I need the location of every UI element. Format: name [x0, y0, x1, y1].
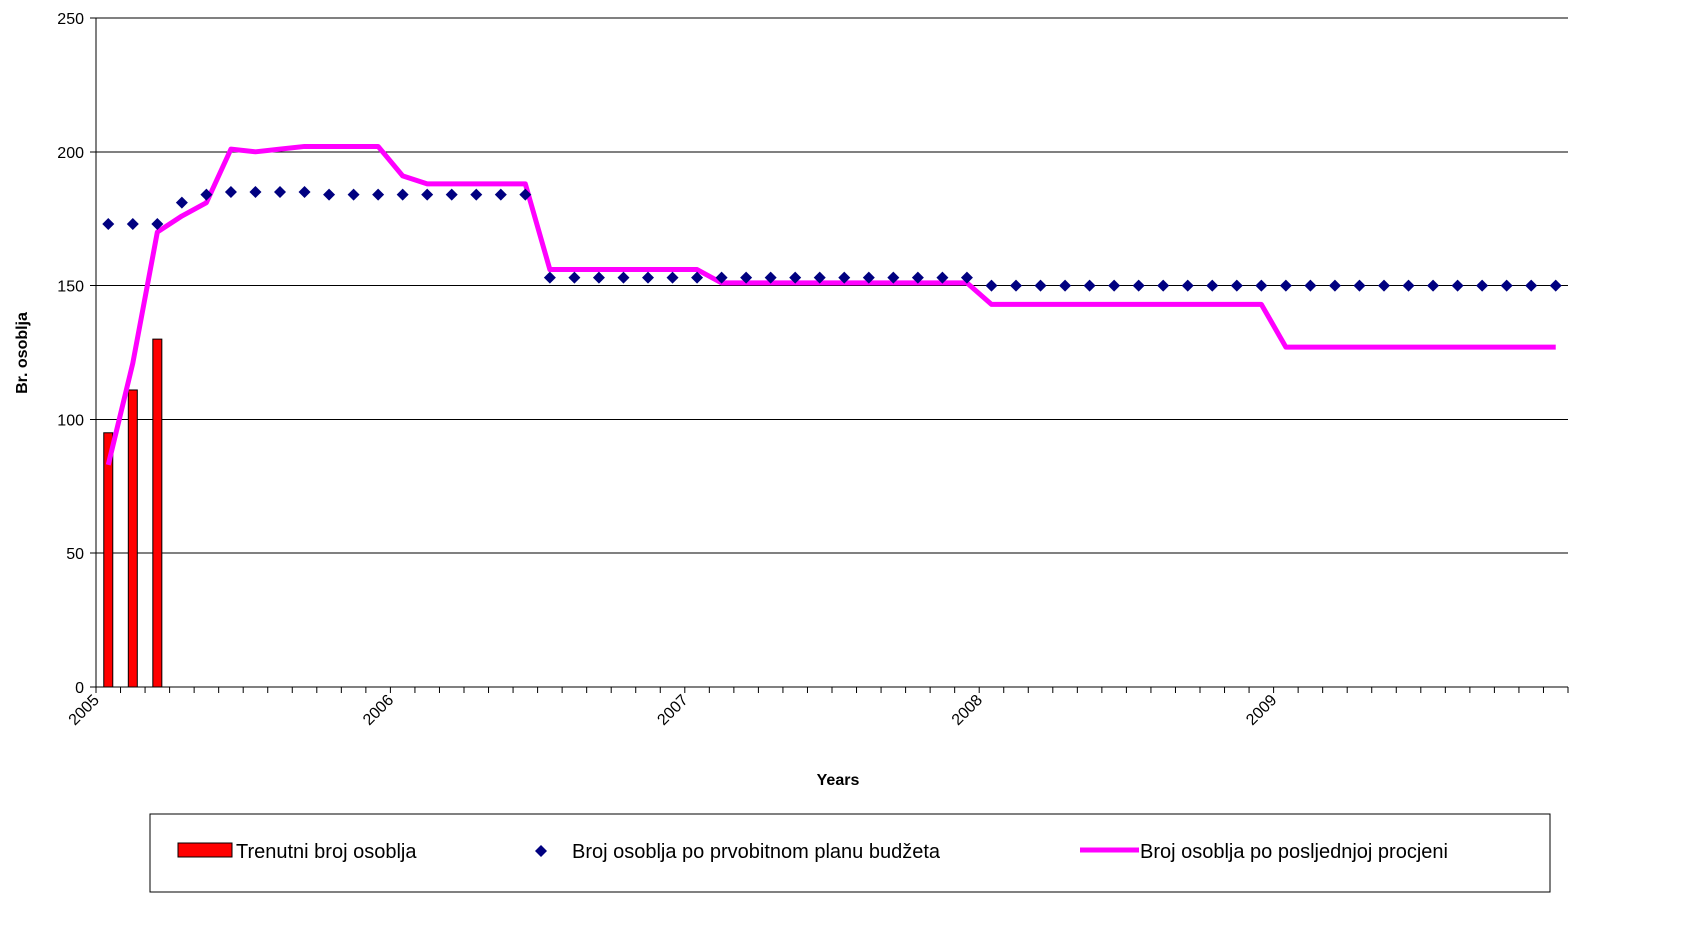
- diamond-marker: [911, 271, 924, 284]
- diamond-marker: [543, 271, 556, 284]
- diamond-marker: [421, 188, 434, 201]
- legend-label-marker: Broj osoblja po prvobitnom planu budžeta: [572, 841, 941, 863]
- diamond-marker: [1157, 279, 1170, 292]
- x-tick-label: 2006: [360, 692, 397, 729]
- diamond-marker: [1476, 279, 1489, 292]
- y-axis-title: Br. osoblja: [14, 312, 31, 394]
- marker-series: [102, 185, 1562, 292]
- diamond-marker: [1132, 279, 1145, 292]
- legend-label-line: Broj osoblja po posljednjoj procjeni: [1140, 841, 1448, 863]
- diamond-marker: [323, 188, 336, 201]
- diamond-marker: [617, 271, 630, 284]
- legend-swatch-bar: [177, 842, 233, 858]
- diamond-marker: [813, 271, 826, 284]
- diamond-marker: [1034, 279, 1047, 292]
- legend: Trenutni broj osoblja Broj osoblja po pr…: [149, 813, 1551, 893]
- legend-box: [149, 813, 1551, 893]
- diamond-marker: [789, 271, 802, 284]
- bar: [127, 389, 138, 688]
- y-tick-label: 50: [66, 546, 84, 563]
- diamond-marker: [1304, 279, 1317, 292]
- diamond-marker: [445, 188, 458, 201]
- x-tick-label: 2008: [949, 692, 986, 729]
- diamond-marker: [1108, 279, 1121, 292]
- diamond-marker: [1279, 279, 1292, 292]
- diamond-marker: [936, 271, 949, 284]
- legend-label-bar: Trenutni broj osoblja: [236, 841, 417, 863]
- diamond-marker: [887, 271, 900, 284]
- axes: [90, 17, 1569, 693]
- diamond-marker: [470, 188, 483, 201]
- diamond-marker: [715, 271, 728, 284]
- diamond-marker: [666, 271, 679, 284]
- diamond-marker: [1549, 279, 1562, 292]
- bar-series: [103, 338, 163, 688]
- line-series: [105, 143, 1556, 466]
- diamond-marker: [1525, 279, 1538, 292]
- diamond-marker: [175, 196, 188, 209]
- diamond-marker: [1328, 279, 1341, 292]
- x-tick-label: 2007: [654, 692, 691, 729]
- x-tick-labels: 2005 2006 2007 2008 2009: [66, 692, 1281, 729]
- diamond-marker: [592, 271, 605, 284]
- diamond-marker: [396, 188, 409, 201]
- diamond-marker: [1402, 279, 1415, 292]
- diamond-marker: [838, 271, 851, 284]
- diamond-marker: [347, 188, 360, 201]
- diamond-marker: [1010, 279, 1022, 292]
- diamond-marker: [960, 271, 973, 284]
- diamond-marker: [224, 185, 237, 198]
- bar: [103, 432, 114, 688]
- y-tick-label: 200: [57, 145, 84, 162]
- diamond-marker: [1181, 279, 1194, 292]
- diamond-marker: [1500, 279, 1513, 292]
- diamond-marker: [1255, 279, 1268, 292]
- diamond-marker: [691, 271, 704, 284]
- diamond-marker: [642, 271, 654, 284]
- diamond-marker: [1230, 279, 1243, 292]
- y-tick-labels: 0 50 100 150 200 250: [57, 11, 84, 697]
- diamond-marker: [1353, 279, 1366, 292]
- diamond-marker: [126, 218, 139, 231]
- diamond-marker: [1059, 279, 1072, 292]
- diamond-marker: [1427, 279, 1440, 292]
- diamond-marker: [1451, 279, 1464, 292]
- diamond-marker: [985, 279, 998, 292]
- x-tick-label: 2009: [1243, 692, 1280, 729]
- diamond-marker: [298, 185, 311, 198]
- diamond-marker: [740, 271, 753, 284]
- legend-swatch-marker: [535, 845, 547, 857]
- diamond-marker: [862, 271, 875, 284]
- series-line: [105, 143, 1556, 466]
- x-axis-title: Years: [817, 772, 860, 789]
- diamond-marker: [102, 218, 115, 231]
- bar: [152, 338, 163, 688]
- diamond-marker: [519, 188, 532, 201]
- diamond-marker: [200, 188, 213, 201]
- x-tick-label: 2005: [66, 692, 103, 729]
- y-tick-label: 0: [75, 680, 84, 697]
- diamond-marker: [1378, 279, 1390, 292]
- diamond-marker: [249, 185, 262, 198]
- diamond-marker: [764, 271, 777, 284]
- y-tick-label: 250: [57, 11, 84, 28]
- gridlines: [96, 17, 1568, 554]
- diamond-marker: [1083, 279, 1096, 292]
- diamond-marker: [274, 185, 286, 198]
- y-tick-label: 150: [57, 279, 84, 296]
- diamond-marker: [568, 271, 581, 284]
- y-tick-label: 100: [57, 412, 84, 429]
- diamond-marker: [1206, 279, 1219, 292]
- diamond-marker: [151, 218, 164, 231]
- diamond-marker: [372, 188, 385, 201]
- diamond-marker: [494, 188, 507, 201]
